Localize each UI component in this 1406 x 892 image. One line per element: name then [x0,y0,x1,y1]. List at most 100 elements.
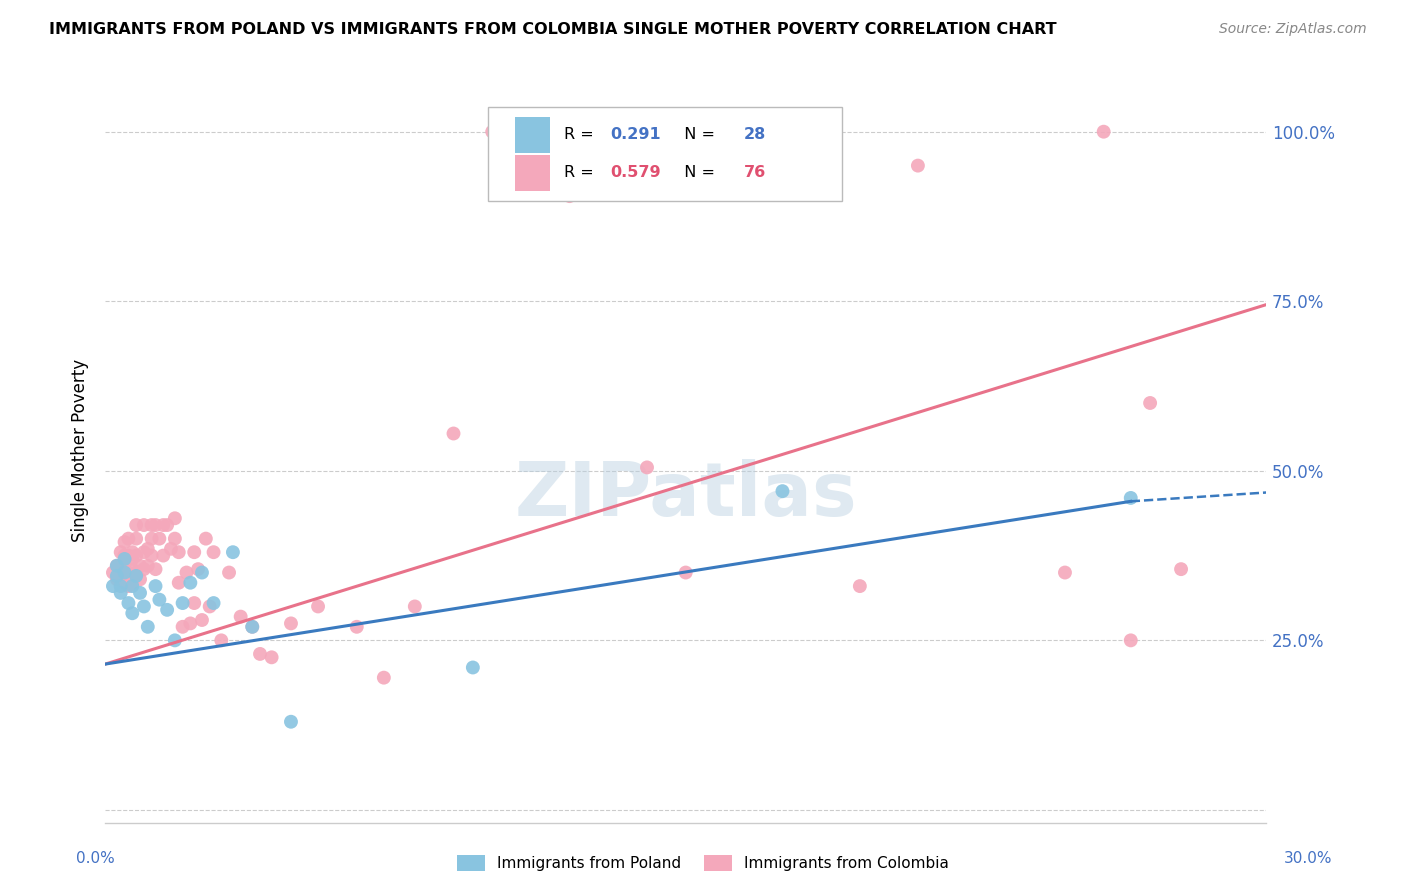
Point [121,575,143,590]
Point [675,566,697,580]
Point [101,579,124,593]
Point [105,558,128,573]
Text: 0.579: 0.579 [610,165,661,180]
Point [636,460,658,475]
Point [1139,396,1161,410]
Point [136,620,159,634]
Point [132,545,155,559]
Point [110,545,132,559]
Point [156,603,179,617]
Text: 0.0%: 0.0% [76,851,115,865]
Point [160,541,183,556]
Point [125,549,148,563]
Point [125,569,148,583]
Point [132,518,155,533]
Text: 28: 28 [744,128,766,143]
Text: 76: 76 [744,165,766,180]
Point [280,616,302,631]
Point [198,599,221,614]
Bar [515,117,550,153]
Point [125,518,148,533]
Point [209,633,232,648]
Point [101,566,124,580]
Text: 30.0%: 30.0% [1284,851,1331,865]
Point [172,596,194,610]
Text: R =: R = [564,128,599,143]
Point [105,569,128,583]
Point [105,558,128,573]
Text: N =: N = [673,165,720,180]
Point [346,620,368,634]
Point [114,552,136,566]
Point [110,586,132,600]
Point [167,545,190,559]
Point [202,545,225,559]
Point [191,613,214,627]
Point [114,566,136,580]
Bar [515,155,550,191]
Point [136,541,159,556]
Text: ZIPatlas: ZIPatlas [515,458,858,532]
Point [179,616,201,631]
Point [558,189,581,203]
Point [222,545,245,559]
Point [404,599,426,614]
Point [117,532,139,546]
Point [145,518,167,533]
Point [141,532,163,546]
Point [229,609,252,624]
Point [240,620,263,634]
Text: N =: N = [673,128,720,143]
Point [136,558,159,573]
Text: 0.291: 0.291 [610,128,661,143]
Point [110,558,132,573]
Point [141,518,163,533]
Point [114,562,136,576]
Point [148,592,170,607]
Point [110,572,132,586]
Point [260,650,283,665]
Point [1170,562,1192,576]
Point [849,579,872,593]
Point [191,566,214,580]
Point [129,572,152,586]
Point [481,125,503,139]
Point [187,562,209,576]
Point [121,552,143,566]
Point [117,566,139,580]
Point [152,518,174,533]
Point [240,620,263,634]
Point [443,426,465,441]
Point [907,159,929,173]
Point [105,572,128,586]
Point [772,484,794,499]
Point [163,633,186,648]
Point [183,545,205,559]
Y-axis label: Single Mother Poverty: Single Mother Poverty [72,359,89,542]
Point [152,549,174,563]
Point [129,558,152,573]
Point [156,518,179,533]
Point [117,579,139,593]
Point [125,532,148,546]
Point [117,549,139,563]
Point [1119,491,1142,505]
Point [461,660,484,674]
Point [307,599,329,614]
Point [145,579,167,593]
Point [194,532,217,546]
Point [148,532,170,546]
Point [183,596,205,610]
Point [373,671,395,685]
Point [249,647,271,661]
Point [163,511,186,525]
Point [125,566,148,580]
Point [117,596,139,610]
Point [121,545,143,559]
FancyBboxPatch shape [488,107,842,201]
Legend: Immigrants from Poland, Immigrants from Colombia: Immigrants from Poland, Immigrants from … [451,849,955,877]
Point [114,575,136,590]
Point [110,579,132,593]
Point [141,549,163,563]
Point [121,606,143,620]
